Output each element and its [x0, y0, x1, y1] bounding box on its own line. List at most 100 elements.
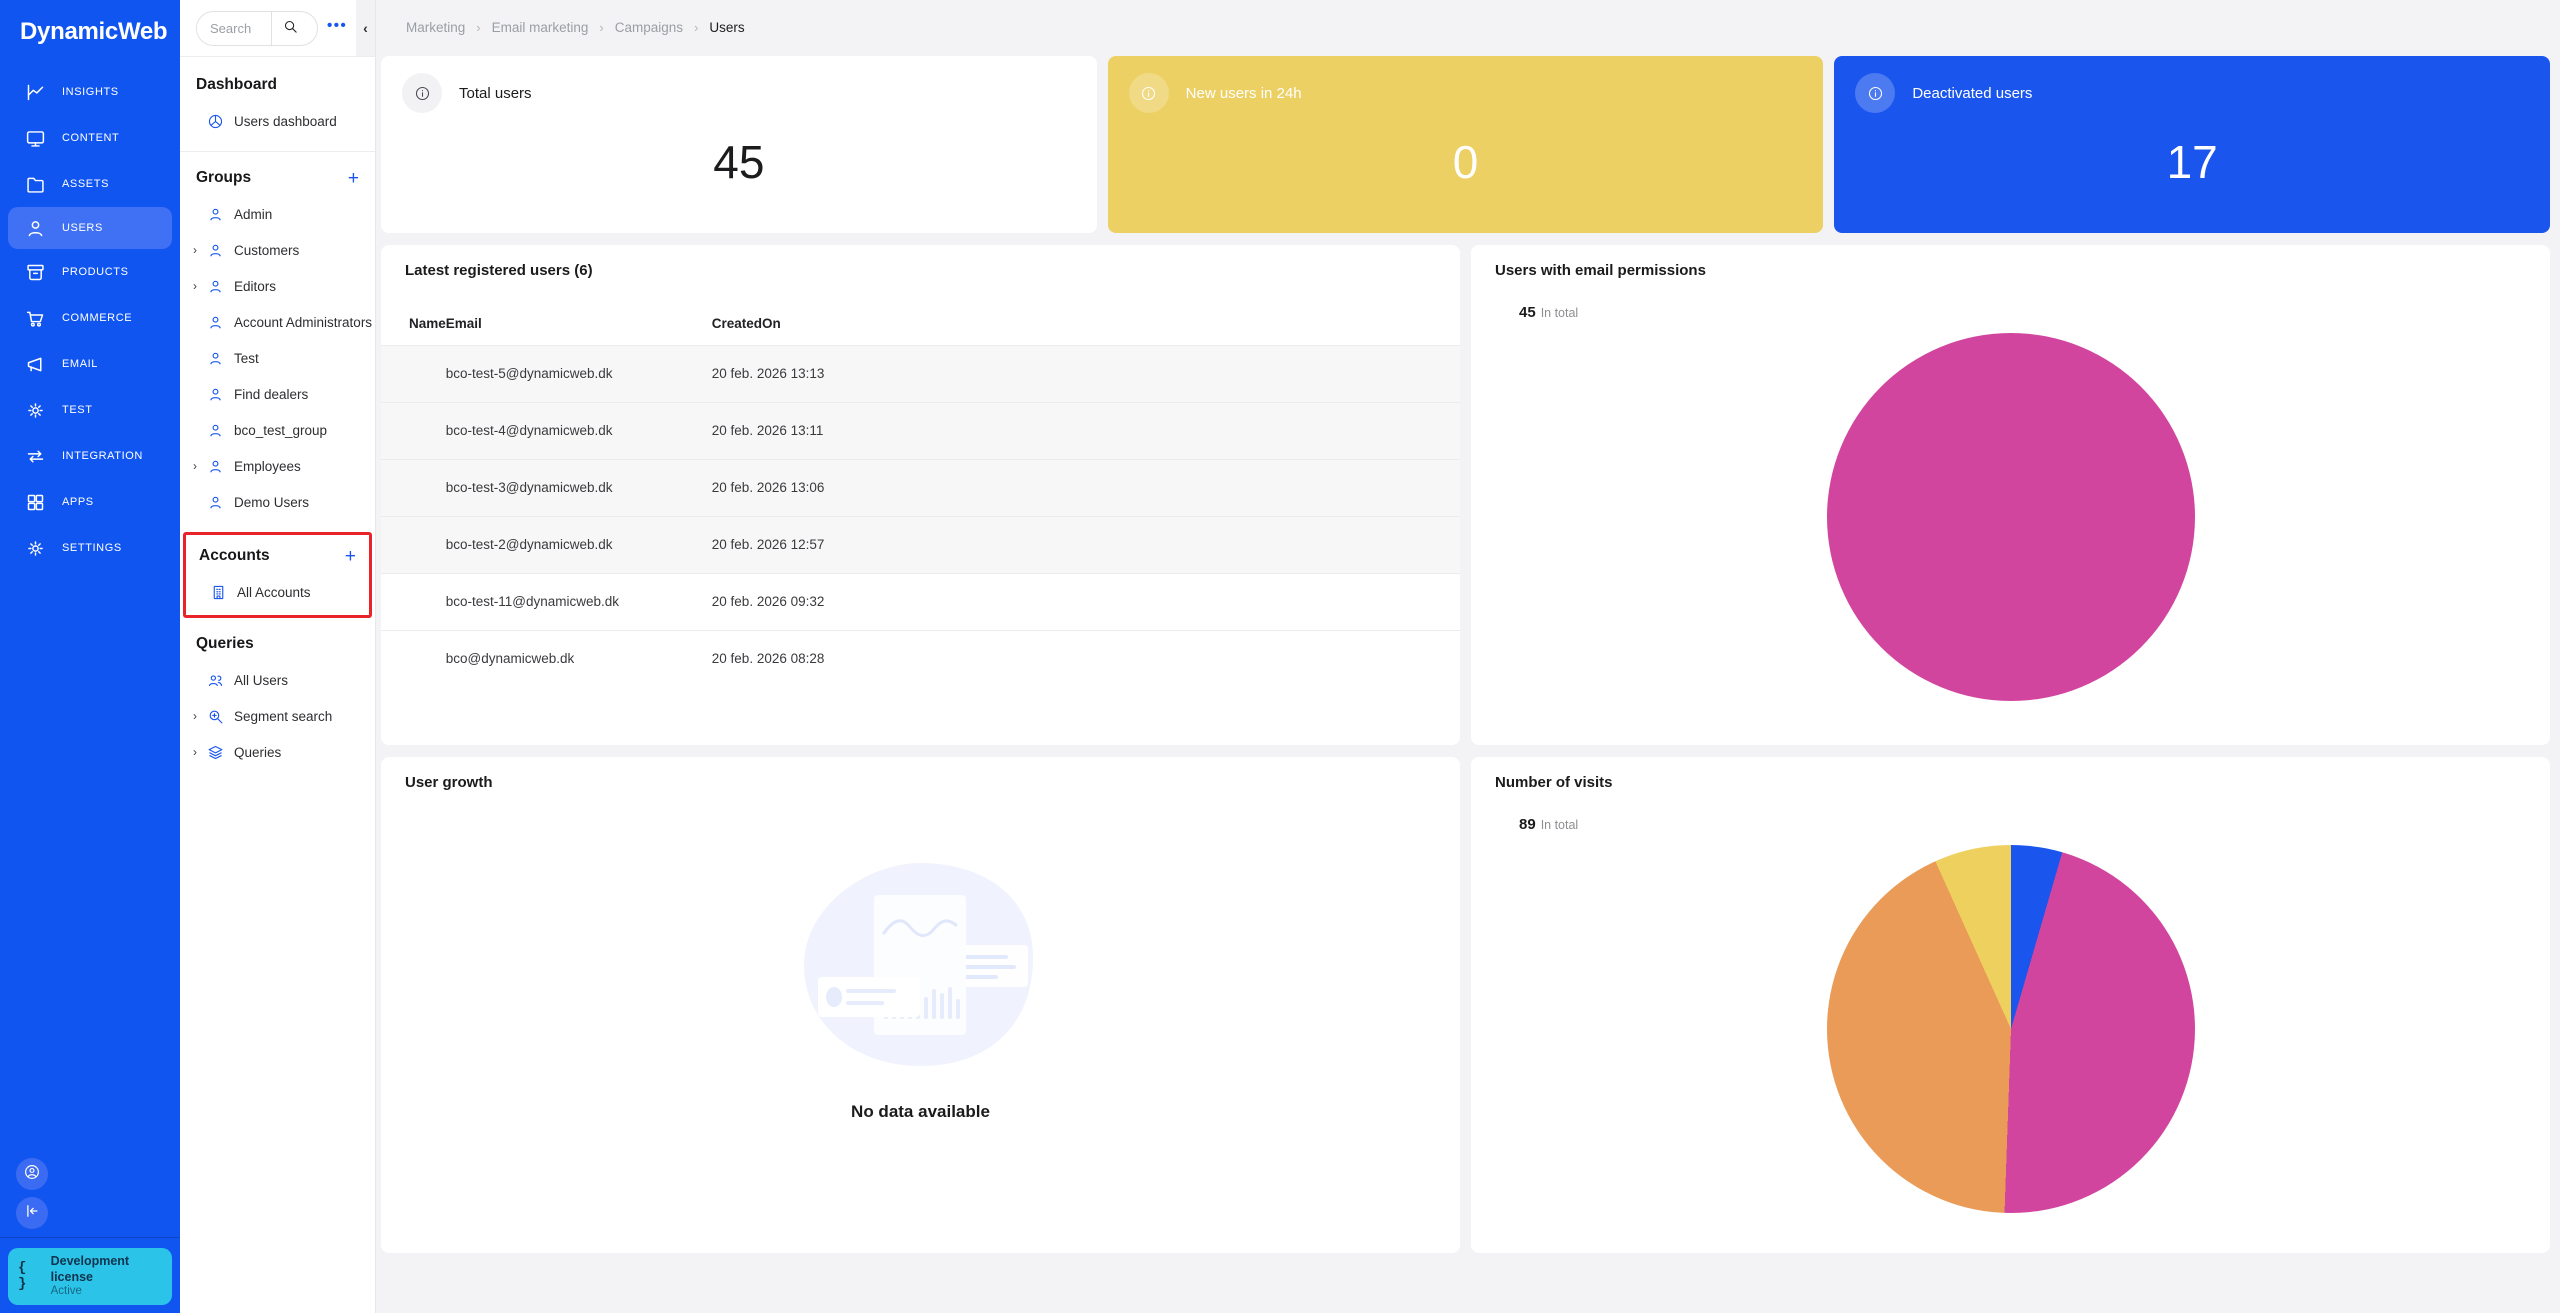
sidebar-item-products[interactable]: PRODUCTS — [0, 249, 180, 295]
card-title: Users with email permissions — [1495, 262, 1706, 279]
sidebar-item-commerce[interactable]: COMMERCE — [0, 295, 180, 341]
sidebar-item-label: PRODUCTS — [62, 266, 129, 278]
sidebar-item-test[interactable]: TEST — [0, 387, 180, 433]
group-person-icon — [206, 313, 224, 331]
group-person-icon — [206, 421, 224, 439]
search-divider — [271, 11, 272, 45]
table-row[interactable]: bco-test-2@dynamicweb.dk 20 feb. 2026 12… — [381, 516, 1460, 573]
latest-users-table: Name Email CreatedOn bco-test-5@dynamicw… — [381, 303, 1460, 687]
group-person-icon — [206, 493, 224, 511]
tree-item-all-users[interactable]: › All Users — [180, 662, 375, 698]
breadcrumb-item-email-marketing[interactable]: Email marketing — [491, 20, 589, 35]
tree-item-label: Account Administrators — [234, 314, 373, 330]
search-button[interactable] — [272, 12, 308, 45]
tree-item-segment-search[interactable]: › Segment search — [180, 698, 375, 734]
tree-item-label: Admin — [234, 206, 273, 222]
sidebar-item-users[interactable]: USERS — [8, 207, 172, 249]
cell-email: bco-test-3@dynamicweb.dk — [445, 480, 613, 495]
breadcrumb-separator: › — [694, 20, 699, 35]
tree-item-bco-test-group[interactable]: › bco_test_group — [180, 412, 375, 448]
cell-name — [381, 459, 446, 516]
cell-created: 20 feb. 2026 09:32 — [711, 594, 825, 609]
tree-item-customers[interactable]: › Customers — [180, 232, 375, 268]
number-of-visits-card: Number of visits 89 In total — [1471, 757, 2550, 1253]
tree-item-queries[interactable]: › Queries — [180, 734, 375, 770]
panel-body: Dashboard › Users dashboard Groups + › — [180, 57, 375, 774]
more-options-button[interactable]: ••• — [327, 18, 347, 39]
add-account-button[interactable]: + — [344, 545, 356, 567]
table-row[interactable]: bco-test-5@dynamicweb.dk 20 feb. 2026 13… — [381, 345, 1460, 402]
sidebar-item-label: TEST — [62, 404, 93, 416]
table-row[interactable]: bco-test-11@dynamicweb.dk 20 feb. 2026 0… — [381, 573, 1460, 630]
group-person-icon — [206, 385, 224, 403]
panel-collapse-button[interactable]: ‹ — [356, 0, 375, 56]
license-badge[interactable]: { } Development license Active — [8, 1247, 172, 1305]
search-box — [196, 10, 318, 46]
stat-card-new-users-24h: New users in 24h 0 — [1107, 56, 1824, 233]
tree-item-account-administrators[interactable]: › Account Administrators — [180, 304, 375, 340]
tree-item-demo-users[interactable]: › Demo Users — [180, 484, 375, 520]
sidebar-item-assets[interactable]: ASSETS — [0, 161, 180, 207]
tree-item-label: All Users — [234, 672, 289, 688]
chevron-right-icon[interactable]: › — [193, 709, 197, 723]
cell-name — [381, 516, 446, 573]
sidebar-item-apps[interactable]: APPS — [0, 479, 180, 525]
sidebar-item-settings[interactable]: SETTINGS — [0, 525, 180, 571]
breadcrumb-item-users: Users — [709, 20, 745, 35]
profile-button[interactable] — [16, 1157, 48, 1190]
tree-item-all-accounts[interactable]: › All Accounts — [186, 574, 369, 610]
chevron-right-icon[interactable]: › — [193, 279, 197, 293]
tree-item-test[interactable]: › Test — [180, 340, 375, 376]
info-icon[interactable] — [1128, 73, 1169, 113]
breadcrumb-item-marketing[interactable]: Marketing — [406, 20, 466, 35]
sidebar-item-content[interactable]: CONTENT — [0, 115, 180, 161]
chevron-right-icon[interactable]: › — [193, 459, 197, 473]
sidebar-divider — [0, 1236, 180, 1238]
tree-item-find-dealers[interactable]: › Find dealers — [180, 376, 375, 412]
cell-name — [381, 573, 446, 630]
group-person-icon — [206, 241, 224, 259]
assets-icon — [24, 173, 46, 195]
sidebar-item-insights[interactable]: INSIGHTS — [0, 69, 180, 115]
column-header-name: Name — [409, 316, 446, 332]
code-braces-icon: { } — [18, 1260, 27, 1293]
tree-item-label: All Accounts — [237, 584, 311, 600]
tree-item-admin[interactable]: › Admin — [180, 196, 375, 232]
sidebar-collapse-button[interactable] — [16, 1196, 48, 1229]
search-input[interactable] — [197, 20, 271, 36]
add-group-button[interactable]: + — [347, 167, 359, 189]
tree-item-users-dashboard[interactable]: › Users dashboard — [180, 103, 375, 139]
stat-card-value: 45 — [713, 136, 765, 188]
products-icon — [24, 261, 46, 283]
chevron-right-icon[interactable]: › — [193, 243, 197, 257]
cell-name — [381, 630, 446, 687]
integration-arrows-icon — [24, 445, 46, 467]
sidebar-bottom: { } Development license Active — [0, 1157, 180, 1313]
sidebar-item-integration[interactable]: INTEGRATION — [0, 433, 180, 479]
tree-item-editors[interactable]: › Editors — [180, 268, 375, 304]
table-row[interactable]: bco@dynamicweb.dk 20 feb. 2026 08:28 — [381, 630, 1460, 687]
tree-item-label: bco_test_group — [234, 422, 328, 438]
table-row[interactable]: bco-test-3@dynamicweb.dk 20 feb. 2026 13… — [381, 459, 1460, 516]
card-title: Number of visits — [1495, 774, 1613, 791]
group-person-icon — [206, 277, 224, 295]
test-gear-icon — [24, 399, 46, 421]
info-icon[interactable] — [402, 73, 442, 113]
layers-icon — [206, 743, 224, 761]
total-line: 45 In total — [1519, 304, 2550, 321]
breadcrumb-item-campaigns[interactable]: Campaigns — [614, 20, 684, 35]
dashboard-content: Total users 45 New users in 24h 0 Deacti… — [376, 55, 2560, 1313]
table-row[interactable]: bco-test-4@dynamicweb.dk 20 feb. 2026 13… — [381, 402, 1460, 459]
tree-item-label: Test — [234, 350, 259, 366]
sidebar-item-label: APPS — [62, 496, 94, 508]
section-title-accounts: Accounts — [199, 547, 270, 564]
group-person-icon — [206, 457, 224, 475]
sidebar-item-email[interactable]: EMAIL — [0, 341, 180, 387]
sidebar-item-label: INTEGRATION — [62, 450, 143, 462]
users-icon — [24, 217, 46, 239]
email-permissions-pie-chart — [1826, 333, 2195, 701]
tree-item-label: Editors — [234, 278, 277, 294]
info-icon[interactable] — [1855, 73, 1896, 113]
chevron-right-icon[interactable]: › — [193, 745, 197, 759]
tree-item-employees[interactable]: › Employees — [180, 448, 375, 484]
